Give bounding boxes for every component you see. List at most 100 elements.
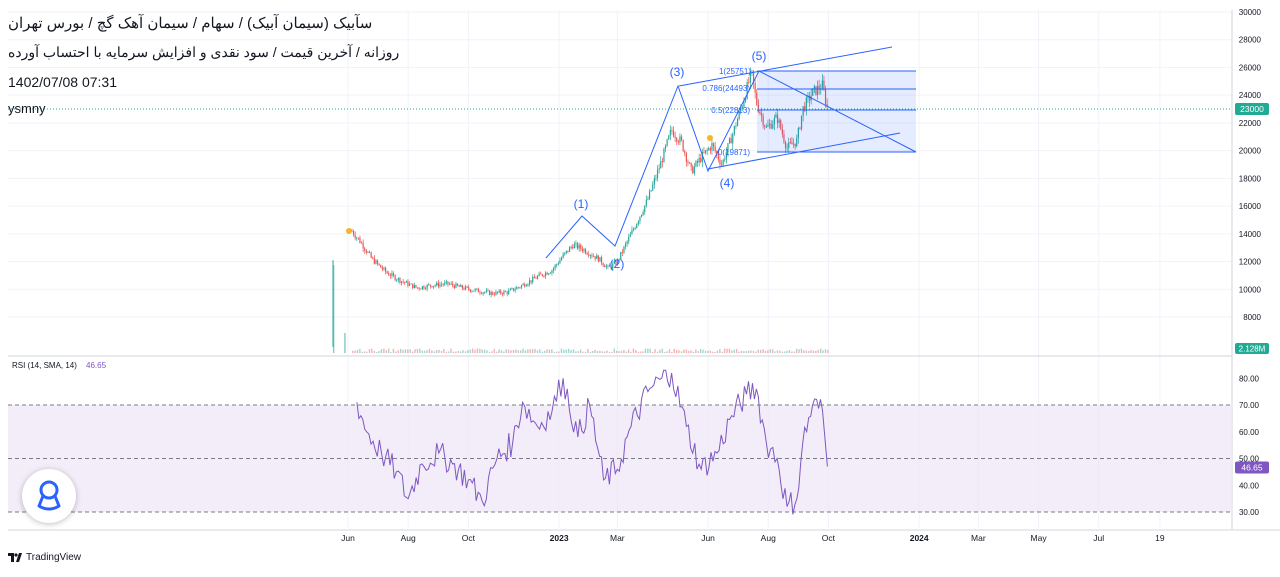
chart-symbol[interactable]: ysmny: [8, 101, 46, 116]
volume-bar: [483, 349, 486, 353]
candle-body: [658, 168, 660, 170]
volume-bar: [805, 350, 807, 353]
volume-bar: [402, 349, 404, 353]
rsi-tick-label: 70.00: [1239, 401, 1260, 410]
candle-body: [679, 136, 681, 143]
candle-body: [680, 136, 683, 141]
candle-body: [389, 275, 391, 277]
volume-label: 2.128M: [1239, 345, 1266, 354]
candle-body: [394, 275, 396, 281]
candle-body: [357, 237, 359, 239]
candle-body: [356, 237, 358, 239]
volume-bar: [815, 350, 817, 353]
candle-body: [629, 234, 631, 237]
price-tick-label: 12000: [1239, 258, 1262, 267]
chart-datetime: 1402/07/08 07:31: [8, 74, 117, 90]
volume-bar: [411, 351, 414, 353]
candle-body: [687, 161, 689, 163]
candle-body: [765, 126, 767, 128]
volume-bar: [615, 350, 618, 353]
candle-body: [573, 244, 575, 249]
volume-bar: [543, 350, 546, 353]
chart-title: سآبیک (سیمان آبیک) / سهام / سیمان آهک گچ…: [8, 15, 373, 32]
volume-bar: [671, 351, 673, 353]
candle-body: [695, 161, 697, 167]
candle-body: [570, 246, 572, 248]
volume-bar: [471, 348, 474, 353]
volume-bar: [647, 348, 649, 353]
candle-body: [410, 283, 412, 285]
candle-body: [492, 292, 494, 295]
candle-body: [562, 254, 564, 258]
volume-bar: [548, 349, 551, 353]
candle-body: [386, 271, 388, 274]
volume-bar: [635, 350, 637, 353]
tradingview-brand: TradingView: [26, 552, 82, 563]
candle-body: [818, 85, 820, 90]
candle-body: [644, 205, 646, 213]
candle-body: [584, 249, 587, 254]
rsi-legend-value: 46.65: [86, 361, 107, 370]
candle-body: [405, 281, 407, 283]
candle-body: [367, 251, 369, 253]
candle-body: [354, 234, 356, 238]
volume-bar: [603, 351, 606, 353]
candle-body: [751, 70, 753, 72]
candle-body: [655, 177, 657, 179]
chart-drawings: (1) (2) (3) (4) (5)1(25751) 0.786(24493) 0.5(2…: [8, 46, 1232, 271]
candle-body: [650, 190, 652, 192]
candle-body: [493, 294, 495, 296]
volume-bar: [356, 349, 359, 353]
volume-bar: [361, 351, 363, 353]
candle-body: [597, 255, 599, 262]
candle-body: [615, 261, 617, 265]
candle-body: [423, 286, 425, 289]
candle-body: [527, 284, 529, 286]
volume-bar: [371, 348, 373, 353]
candle-body: [469, 289, 471, 292]
candle-body: [637, 221, 639, 225]
candle-body: [648, 191, 651, 200]
candle-body: [500, 290, 502, 294]
candle-body: [576, 243, 579, 249]
volume-bar: [575, 351, 577, 353]
volume-bar: [344, 333, 346, 353]
candle-body: [554, 265, 556, 269]
volume-bar: [565, 349, 567, 353]
volume-bar: [474, 349, 476, 353]
candle-body: [490, 292, 492, 295]
time-tick-label: Oct: [462, 533, 476, 543]
volume-bar: [435, 349, 438, 353]
candle-body: [567, 250, 569, 252]
candle-body: [628, 236, 630, 242]
volume-bar: [577, 351, 579, 353]
volume-bar: [740, 350, 743, 353]
candle-body: [383, 267, 385, 270]
volume-bar: [351, 350, 354, 353]
candle-body: [607, 265, 609, 267]
tradingview-footer[interactable]: TradingView: [8, 552, 81, 563]
volume-bar: [620, 350, 623, 353]
candle-body: [740, 108, 742, 111]
candle-body: [612, 263, 614, 269]
volume-bar: [627, 349, 630, 353]
candle-body: [514, 289, 516, 291]
candle-body: [535, 278, 537, 279]
candle-body: [525, 285, 527, 287]
fib-level-label: 0.786(24493): [702, 84, 750, 93]
volume-bar: [666, 351, 668, 353]
tradingview-logo-icon: [8, 553, 22, 562]
volume-bar: [541, 351, 543, 353]
candle-body: [788, 142, 790, 148]
volume-bar: [601, 351, 603, 353]
volume-bar: [486, 350, 488, 353]
map-pin-logo[interactable]: [22, 469, 76, 523]
candle-body: [544, 272, 547, 277]
volume-bar: [781, 351, 783, 353]
time-tick-label: Jul: [1093, 533, 1104, 543]
candle-body: [548, 273, 550, 275]
volume-bar: [572, 349, 575, 353]
candle-body: [477, 288, 479, 293]
candle-body: [692, 166, 694, 174]
